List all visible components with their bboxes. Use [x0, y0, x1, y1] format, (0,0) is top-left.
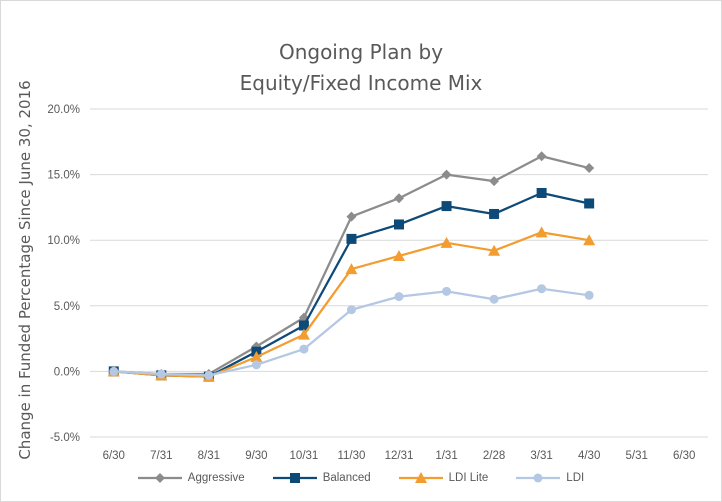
- x-tick-label: 10/31: [290, 450, 319, 462]
- chart-title-line-2: Equity/Fixed Income Mix: [239, 71, 483, 95]
- y-tick-label: 5.0%: [54, 301, 80, 313]
- data-point-ldi-lite: [393, 249, 405, 261]
- data-point-ldi: [394, 292, 404, 302]
- x-tick-label: 1/31: [435, 450, 457, 462]
- legend-item-balanced: Balanced: [272, 472, 371, 484]
- data-point-ldi: [537, 284, 547, 294]
- legend-label: LDI Lite: [448, 472, 489, 484]
- x-tick-label: 7/31: [150, 450, 172, 462]
- x-tick-label: 6/30: [103, 450, 125, 462]
- x-tick-label: 3/31: [530, 450, 552, 462]
- data-point-ldi-lite: [583, 234, 596, 246]
- x-tick-label: 2/28: [483, 450, 505, 462]
- legend-swatch-aggressive: [137, 473, 182, 483]
- legend-swatch-balanced: [272, 473, 317, 483]
- data-point-ldi-lite: [250, 350, 263, 362]
- data-point-balanced: [536, 187, 547, 198]
- x-tick-label: 12/31: [385, 450, 414, 462]
- y-tick-label: 0.0%: [54, 366, 80, 378]
- x-tick-label: 11/30: [337, 450, 365, 462]
- x-tick-label: 5/31: [625, 450, 647, 462]
- data-point-aggressive: [441, 169, 452, 180]
- data-point-balanced: [298, 320, 309, 331]
- legend-label: Aggressive: [187, 472, 245, 484]
- series-line-ldi-lite: [113, 231, 590, 378]
- x-tick-label: 4/30: [578, 450, 600, 462]
- data-point-ldi: [204, 370, 214, 380]
- data-point-ldi-lite: [440, 236, 453, 248]
- data-point-ldi: [442, 286, 452, 296]
- legend-item-ldi-lite: LDI Lite: [398, 472, 489, 484]
- chart-title-line-1: Ongoing Plan by: [278, 40, 444, 64]
- data-point-aggressive: [394, 193, 404, 204]
- legend-swatch-ldi-lite: [398, 472, 443, 483]
- data-point-balanced: [441, 201, 452, 212]
- data-point-ldi: [346, 305, 356, 315]
- data-point-balanced: [394, 219, 404, 230]
- data-point-ldi: [299, 344, 309, 354]
- data-point-ldi-lite: [535, 226, 548, 238]
- legend-item-ldi: LDI: [516, 472, 584, 484]
- data-point-ldi-lite: [345, 263, 358, 275]
- x-tick-label: 6/30: [673, 450, 695, 462]
- y-tick-label: 10.0%: [47, 235, 80, 247]
- legend-marker: [289, 473, 300, 483]
- legend: Aggressive Balanced LDI Lite LDI: [0, 472, 722, 484]
- data-point-ldi: [489, 294, 499, 304]
- legend-marker: [533, 473, 543, 483]
- data-point-aggressive: [584, 163, 595, 174]
- data-point-ldi-lite: [297, 328, 310, 340]
- y-tick-label: -5.0%: [50, 432, 80, 444]
- data-point-ldi-lite: [488, 244, 501, 256]
- x-tick-label: 8/31: [198, 450, 220, 462]
- legend-label: LDI: [566, 472, 585, 484]
- data-point-balanced: [346, 233, 357, 244]
- x-tick-label: 9/30: [245, 450, 267, 462]
- data-point-aggressive: [346, 211, 357, 222]
- data-point-ldi: [109, 366, 119, 376]
- data-point-aggressive: [536, 151, 547, 162]
- legend-swatch-ldi: [516, 473, 561, 483]
- legend-marker: [414, 472, 427, 483]
- data-point-ldi: [156, 369, 166, 379]
- data-point-balanced: [489, 208, 500, 219]
- data-point-balanced: [584, 198, 595, 209]
- y-tick-label: 20.0%: [47, 104, 80, 116]
- data-point-ldi: [251, 360, 261, 370]
- data-point-ldi: [584, 290, 594, 300]
- series-line-ldi: [113, 287, 590, 377]
- legend-label: Balanced: [322, 472, 371, 484]
- data-point-aggressive: [489, 176, 500, 187]
- legend-item-aggressive: Aggressive: [137, 472, 245, 484]
- y-tick-label: 15.0%: [47, 170, 80, 182]
- legend-marker: [154, 473, 165, 483]
